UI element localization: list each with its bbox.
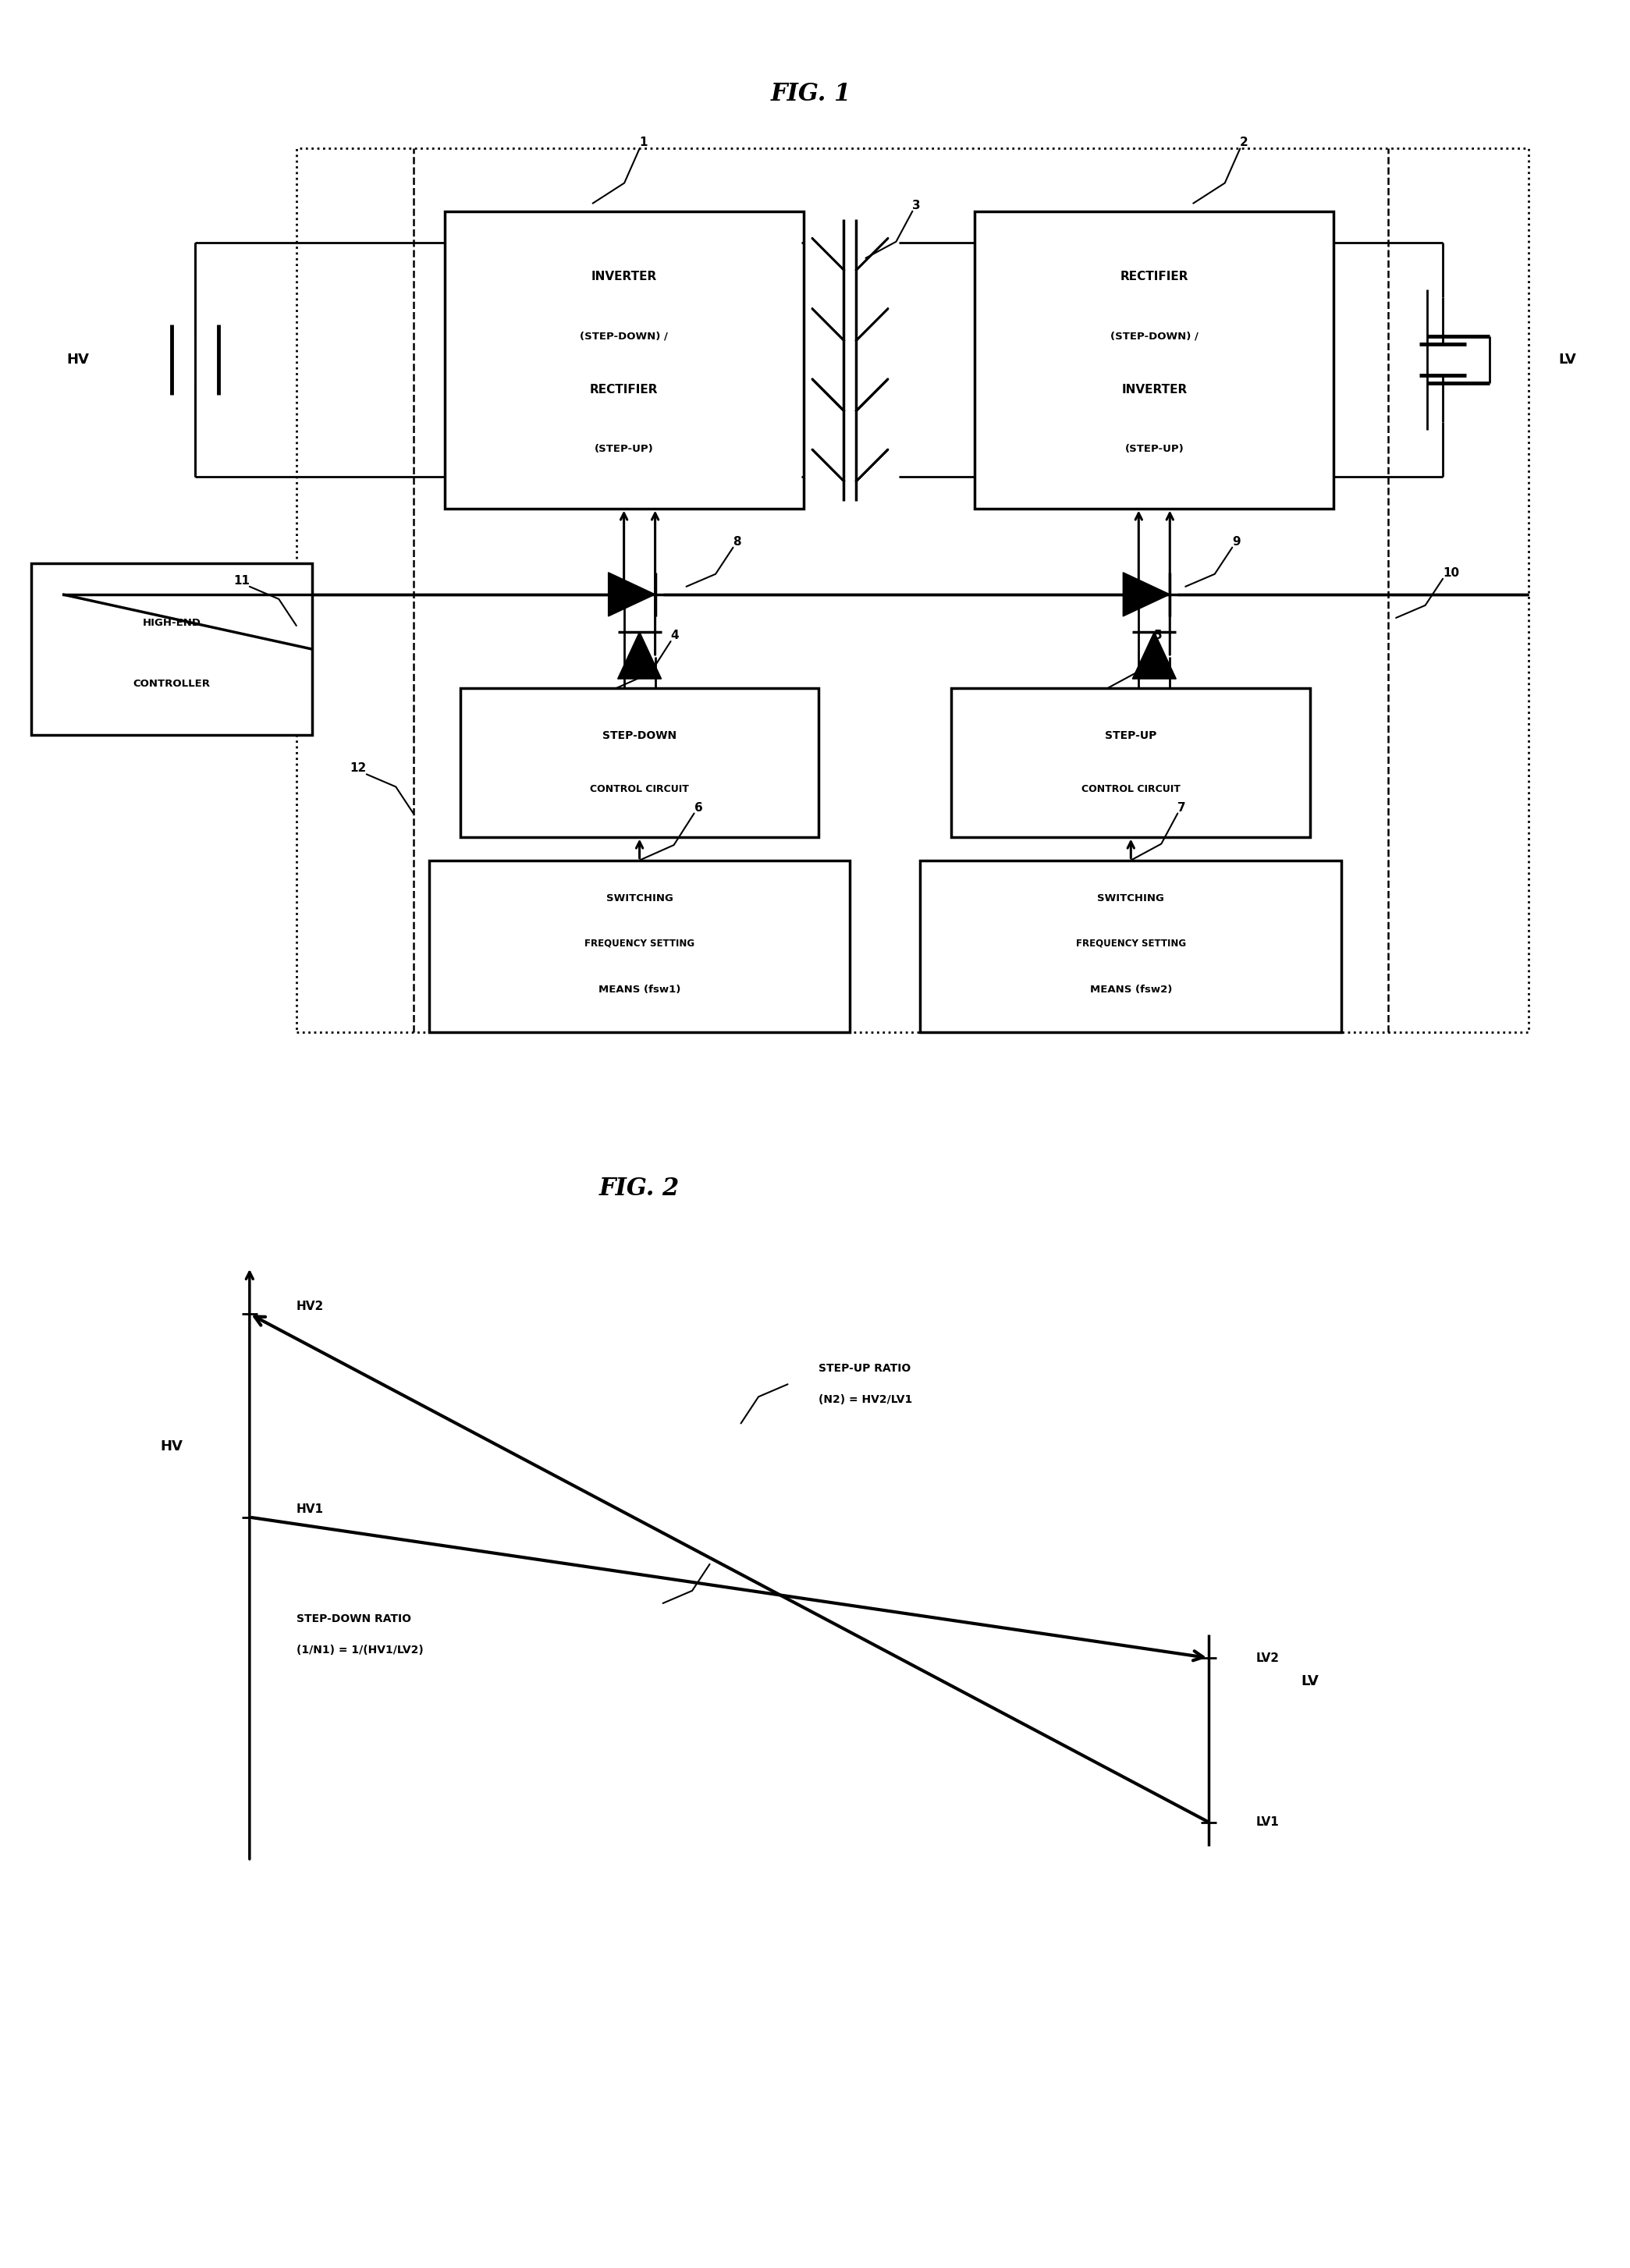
Text: STEP-UP: STEP-UP [1105,730,1157,742]
Text: (STEP-UP): (STEP-UP) [595,445,654,454]
Polygon shape [618,633,662,678]
Text: STEP-UP RATIO: STEP-UP RATIO [818,1363,911,1374]
Text: (1/N1) = 1/(HV1/LV2): (1/N1) = 1/(HV1/LV2) [297,1644,424,1656]
Text: STEP-DOWN: STEP-DOWN [603,730,676,742]
Bar [921,860,1341,1032]
Polygon shape [1123,572,1170,617]
Bar [975,211,1333,508]
Text: RECTIFIER: RECTIFIER [1120,270,1188,284]
Text: (STEP-UP): (STEP-UP) [1125,445,1183,454]
Text: CONTROL CIRCUIT: CONTROL CIRCUIT [1081,785,1180,794]
Bar [445,211,804,508]
Text: HIGH-END: HIGH-END [142,619,200,628]
Bar [952,687,1311,837]
Text: 8: 8 [734,535,742,547]
Text: 10: 10 [1443,567,1459,578]
Text: 5: 5 [1154,631,1162,642]
Text: 11: 11 [233,574,249,587]
Text: SWITCHING: SWITCHING [606,894,673,903]
Text: (STEP-DOWN) /: (STEP-DOWN) / [1110,331,1198,340]
Text: 4: 4 [670,631,680,642]
Text: RECTIFIER: RECTIFIER [590,383,659,395]
Text: 1: 1 [639,136,647,150]
Text: LV: LV [1301,1674,1319,1687]
Text: FIG. 2: FIG. 2 [600,1177,680,1200]
Text: 2: 2 [1240,136,1249,150]
Text: (N2) = HV2/LV1: (N2) = HV2/LV1 [818,1395,913,1406]
Text: STEP-DOWN RATIO: STEP-DOWN RATIO [297,1613,411,1624]
Text: 7: 7 [1177,801,1187,814]
Text: 3: 3 [913,200,921,211]
Text: INVERTER: INVERTER [1121,383,1187,395]
Text: CONTROLLER: CONTROLLER [134,678,210,689]
Text: 9: 9 [1232,535,1240,547]
Text: (STEP-DOWN) /: (STEP-DOWN) / [580,331,668,340]
Bar [429,860,851,1032]
Text: FREQUENCY SETTING: FREQUENCY SETTING [585,937,694,948]
Text: HV1: HV1 [297,1504,324,1515]
Bar [31,562,311,735]
Text: HV: HV [160,1440,183,1454]
Text: LV: LV [1558,354,1576,367]
Text: FIG. 1: FIG. 1 [771,82,851,107]
Text: CONTROL CIRCUIT: CONTROL CIRCUIT [590,785,689,794]
Text: FREQUENCY SETTING: FREQUENCY SETTING [1076,937,1187,948]
Text: MEANS (fsw2): MEANS (fsw2) [1090,984,1172,993]
Text: LV2: LV2 [1255,1651,1280,1665]
Text: LV1: LV1 [1255,1817,1280,1828]
Text: 12: 12 [350,762,367,773]
Polygon shape [608,572,655,617]
Polygon shape [1133,633,1177,678]
Text: HV: HV [67,354,90,367]
Text: INVERTER: INVERTER [592,270,657,284]
Text: SWITCHING: SWITCHING [1097,894,1164,903]
Bar [460,687,818,837]
Text: HV2: HV2 [297,1300,324,1311]
Text: MEANS (fsw1): MEANS (fsw1) [598,984,681,993]
Text: 6: 6 [694,801,703,814]
